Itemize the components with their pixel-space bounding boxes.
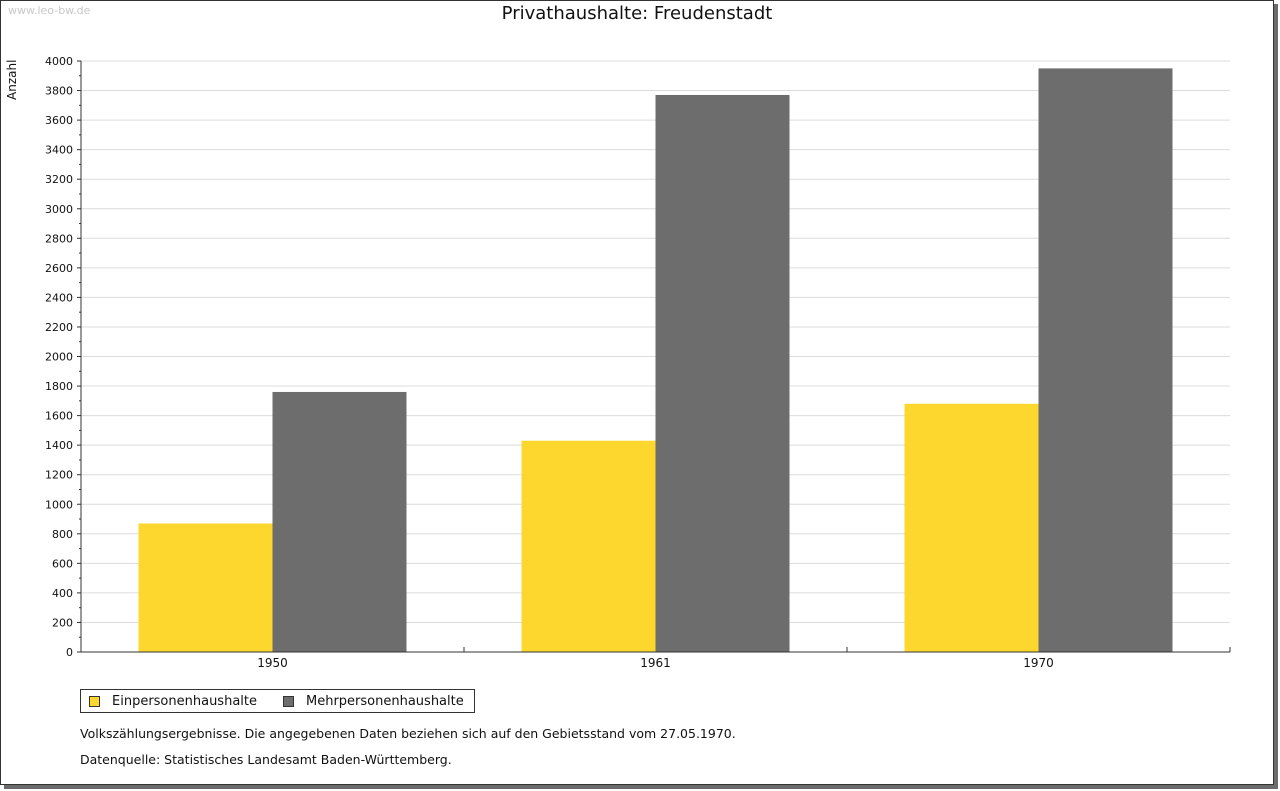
y-tick-label: 2400 (45, 291, 73, 304)
legend-item-einpersonen: Einpersonenhaushalte (89, 694, 257, 709)
bar (272, 391, 407, 652)
y-tick-label: 1800 (45, 380, 73, 393)
y-tick-label: 3000 (45, 203, 73, 216)
y-tick-label: 2000 (45, 351, 73, 364)
y-axis-label: Anzahl (5, 60, 19, 100)
y-tick-label: 3400 (45, 144, 73, 157)
y-tick-labels: 0 200 400 600 800 1000 1200 1400 1600 1800 2000 220… (45, 55, 73, 659)
y-tick-label: 600 (52, 557, 73, 570)
y-tick-label: 0 (66, 646, 73, 659)
y-tick-label: 2800 (45, 232, 73, 245)
y-tick-label: 800 (52, 528, 73, 541)
chart-title: Privathaushalte: Freudenstadt (501, 3, 773, 24)
legend-swatch-gray (283, 695, 294, 707)
x-tick-label: 1961 (640, 656, 671, 670)
y-tick-label: 3800 (45, 85, 73, 98)
y-tick-label: 2200 (45, 321, 73, 334)
x-tick-labels: 1950 1961 1970 (257, 656, 1054, 670)
bar (904, 403, 1039, 652)
y-tick-label: 4000 (45, 55, 73, 68)
watermark: www.leo-bw.de (8, 4, 91, 17)
legend-item-mehrpersonen: Mehrpersonenhaushalte (283, 694, 464, 709)
y-tick-label: 1200 (45, 469, 73, 482)
bar (1038, 68, 1173, 652)
bars (138, 68, 1173, 653)
y-tick-label: 3600 (45, 114, 73, 127)
y-tick-label: 400 (52, 587, 73, 600)
x-tick-label: 1950 (257, 656, 288, 670)
bar (521, 440, 656, 652)
bar (655, 94, 790, 653)
bar (138, 523, 273, 652)
y-tick-label: 3200 (45, 173, 73, 186)
x-tick-label: 1970 (1023, 656, 1054, 670)
legend-swatch-yellow (89, 695, 100, 707)
axes (77, 60, 1231, 653)
source-note: Datenquelle: Statistisches Landesamt Bad… (80, 752, 452, 767)
census-note: Volkszählungsergebnisse. Die angegebenen… (80, 726, 736, 741)
legend-label: Einpersonenhaushalte (112, 693, 257, 709)
y-tick-label: 200 (52, 616, 73, 629)
y-tick-label: 2600 (45, 262, 73, 275)
legend: Einpersonenhaushalte Mehrpersonenhaushal… (80, 689, 475, 713)
y-tick-label: 1400 (45, 439, 73, 452)
legend-label: Mehrpersonenhaushalte (306, 693, 464, 709)
bar-chart: 0 200 400 600 800 1000 1200 1400 1600 1800 2000 220… (5, 55, 1231, 670)
y-tick-label: 1600 (45, 410, 73, 423)
y-tick-label: 1000 (45, 498, 73, 511)
